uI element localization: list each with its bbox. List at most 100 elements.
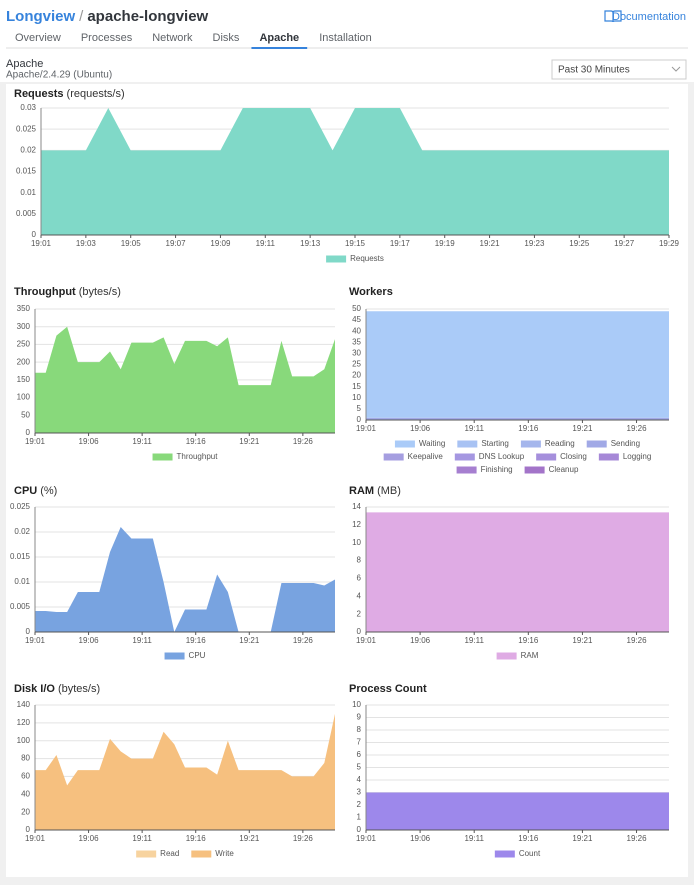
tab[interactable]: Disks (213, 32, 240, 44)
x-tick-label: 19:23 (524, 239, 545, 248)
x-tick-label: 19:11 (464, 636, 484, 645)
y-tick-label: 0.015 (10, 552, 31, 561)
x-tick-label: 19:07 (166, 239, 187, 248)
breadcrumb-link[interactable]: Longview (6, 8, 76, 25)
range-select-value[interactable]: Past 30 Minutes (558, 65, 630, 76)
y-tick-label: 0 (32, 230, 37, 239)
legend-swatch (136, 850, 157, 858)
y-tick-label: 10 (352, 538, 361, 547)
docs-link[interactable]: Documentation (612, 11, 686, 23)
chart-title: Requests (14, 88, 64, 100)
legend-swatch (164, 652, 185, 660)
legend-swatch (457, 440, 478, 448)
x-tick-label: 19:21 (572, 424, 593, 433)
range-select[interactable] (551, 59, 687, 80)
x-tick-label: 19:25 (569, 239, 590, 248)
x-tick-label: 19:19 (435, 239, 456, 248)
legend-swatch (152, 453, 173, 461)
chart-unit: (bytes/s) (58, 683, 100, 695)
y-tick-label: 25 (352, 360, 361, 369)
breadcrumb-separator: / (79, 8, 84, 25)
x-tick-label: 19:11 (256, 239, 276, 248)
y-tick-label: 35 (352, 337, 361, 346)
charts: Requests (requests/s)00.0050.010.0150.020… (10, 88, 680, 858)
tab[interactable]: Apache (259, 32, 299, 44)
tab[interactable]: Processes (81, 32, 133, 44)
y-tick-label: 5 (357, 404, 362, 413)
tab[interactable]: Installation (319, 32, 372, 44)
legend-swatch (586, 440, 607, 448)
legend-label: Requests (350, 254, 384, 263)
x-tick-label: 19:01 (25, 437, 46, 446)
legend-item: Sending (586, 439, 640, 448)
x-tick-label: 19:21 (572, 636, 593, 645)
legend-label: Finishing (481, 465, 513, 474)
chart-title: RAM (349, 485, 374, 497)
legend-item: DNS Lookup (454, 452, 525, 461)
tab[interactable]: Network (152, 32, 193, 44)
x-tick-label: 19:26 (627, 424, 648, 433)
legend-item: Cleanup (524, 465, 579, 474)
legend-swatch (191, 850, 212, 858)
legend-item: Closing (536, 452, 587, 461)
legend-item: CPU (164, 651, 206, 660)
docs-icon[interactable] (604, 10, 622, 23)
legend-label: Starting (481, 439, 509, 448)
y-tick-label: 6 (357, 750, 362, 759)
legend-label: RAM (521, 651, 539, 660)
x-tick-label: 19:06 (79, 834, 100, 843)
x-tick-label: 19:01 (356, 424, 377, 433)
x-tick-label: 19:26 (293, 834, 314, 843)
chart-title: Process Count (349, 683, 427, 695)
legend-swatch (326, 255, 347, 263)
x-tick-label: 19:16 (186, 834, 207, 843)
y-tick-label: 8 (357, 725, 362, 734)
legend-item: Starting (457, 439, 509, 448)
y-tick-label: 5 (357, 763, 362, 772)
y-tick-label: 20 (21, 807, 30, 816)
legend-item: Finishing (456, 465, 513, 474)
chart-unit: (requests/s) (67, 88, 125, 100)
x-tick-label: 19:16 (518, 834, 539, 843)
x-tick-label: 19:26 (293, 437, 314, 446)
legend-label: Closing (560, 452, 587, 461)
section-subtitle: Apache/2.4.29 (Ubuntu) (6, 70, 112, 81)
x-tick-label: 19:11 (132, 834, 152, 843)
legend-label: Count (519, 849, 541, 858)
x-tick-label: 19:17 (390, 239, 411, 248)
chart: Workers 0 5 10 15 20 25 30 35 40 45 50 19:01 19:06 19:… (349, 286, 669, 474)
y-tick-label: 350 (17, 304, 31, 313)
tab[interactable]: Overview (15, 32, 61, 44)
chart-unit: (bytes/s) (79, 286, 121, 298)
y-tick-label: 140 (17, 700, 31, 709)
y-tick-label: 0 (357, 825, 362, 834)
y-tick-label: 20 (352, 371, 361, 380)
x-tick-label: 19:01 (356, 636, 377, 645)
legend-label: Write (215, 849, 234, 858)
y-tick-label: 0.02 (20, 145, 36, 154)
legend-swatch (520, 440, 541, 448)
legend-swatch (524, 466, 545, 474)
x-tick-label: 19:06 (79, 636, 100, 645)
x-tick-label: 19:16 (518, 424, 539, 433)
x-tick-label: 19:16 (186, 636, 207, 645)
y-tick-label: 0 (26, 825, 31, 834)
y-tick-label: 0.015 (16, 167, 37, 176)
area (366, 792, 669, 830)
y-tick-label: 15 (352, 382, 361, 391)
legend-label: CPU (189, 651, 206, 660)
x-tick-label: 19:09 (210, 239, 231, 248)
x-tick-label: 19:21 (239, 636, 260, 645)
y-tick-label: 250 (17, 340, 31, 349)
legend-label: Waiting (419, 439, 445, 448)
y-tick-label: 8 (357, 556, 362, 565)
y-tick-label: 1 (357, 813, 362, 822)
chart: Throughput (bytes/s)050100150200250300350… (14, 286, 335, 461)
legend-label: Throughput (177, 452, 219, 461)
x-tick-label: 19:11 (464, 834, 484, 843)
select-chevron (671, 66, 681, 72)
legend-label: Sending (611, 439, 640, 448)
y-tick-label: 100 (17, 736, 31, 745)
legend-swatch (598, 453, 619, 461)
legend-item: Keepalive (383, 452, 443, 461)
